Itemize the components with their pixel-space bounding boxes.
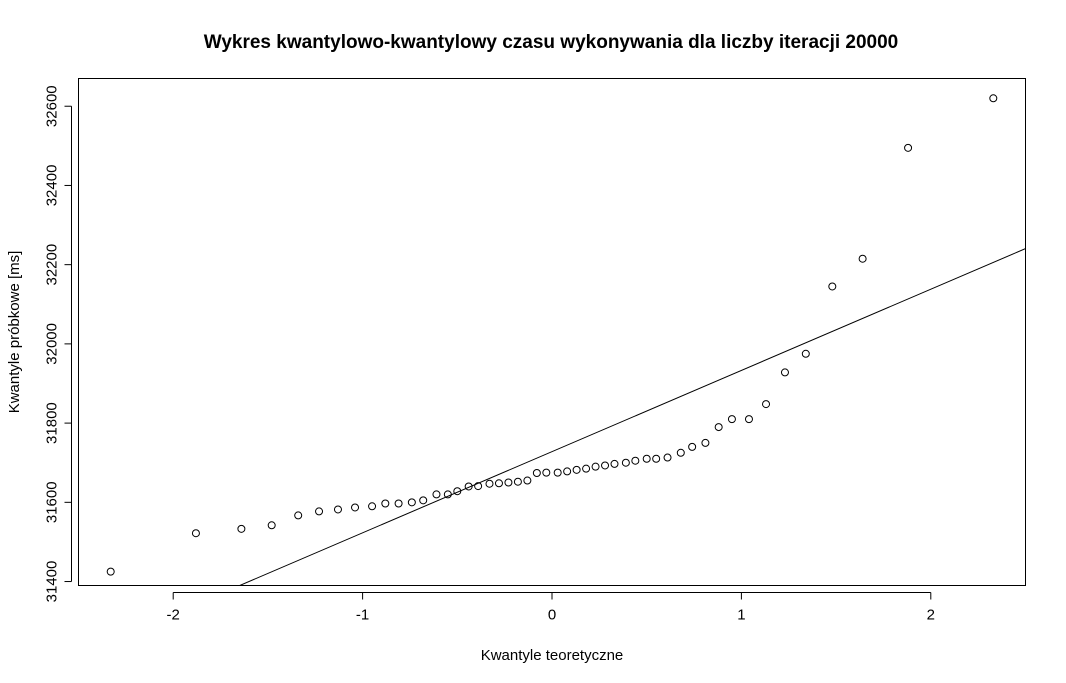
data-point: [801, 349, 810, 358]
data-point: [504, 478, 513, 487]
x-tick-label: 1: [737, 607, 745, 624]
data-point: [333, 505, 342, 514]
data-point: [727, 415, 736, 424]
x-axis: -2 -1 0 1 2: [167, 592, 935, 624]
x-tick-label: -2: [167, 607, 180, 624]
data-point: [591, 462, 600, 471]
data-point: [513, 477, 522, 486]
reference-line-group: [238, 248, 1026, 586]
data-point: [485, 479, 494, 488]
data-point: [474, 482, 483, 491]
data-point: [601, 461, 610, 470]
plot-area-box: [78, 78, 1026, 586]
qq-reference-line: [238, 248, 1026, 586]
data-point: [762, 400, 771, 409]
data-point: [542, 468, 551, 477]
data-point: [453, 487, 462, 496]
data-point: [315, 507, 324, 516]
data-point: [642, 454, 651, 463]
data-point: [701, 438, 710, 447]
y-axis: 31400 31600 31800 32000 32200 32400 32600: [44, 85, 72, 602]
data-point: [582, 464, 591, 473]
data-point: [432, 490, 441, 499]
data-point: [663, 453, 672, 462]
data-point: [652, 454, 661, 463]
data-point: [858, 254, 867, 263]
data-point: [443, 490, 452, 499]
data-point: [494, 479, 503, 488]
data-point: [631, 456, 640, 465]
data-point: [464, 482, 473, 491]
y-tick-label: 31600: [44, 481, 61, 523]
data-point: [610, 459, 619, 468]
data-point: [267, 521, 276, 530]
y-tick-label: 32200: [44, 244, 61, 286]
data-point: [621, 458, 630, 467]
data-point: [191, 529, 200, 538]
data-point: [106, 567, 115, 576]
x-axis-label: Kwantyle teoretyczne: [481, 647, 624, 664]
data-point: [237, 524, 246, 533]
x-tick-label: 0: [548, 607, 556, 624]
y-tick-label: 32400: [44, 165, 61, 207]
data-point: [523, 476, 532, 485]
x-tick-label: 2: [927, 607, 935, 624]
data-point: [563, 467, 572, 476]
data-points: [106, 94, 998, 576]
data-point: [532, 469, 541, 478]
y-axis-label: Kwantyle próbkowe [ms]: [6, 251, 23, 414]
y-tick-label: 31400: [44, 561, 61, 603]
y-tick-label: 31800: [44, 402, 61, 444]
x-tick-label: -1: [356, 607, 369, 624]
data-point: [989, 94, 998, 103]
data-point: [904, 143, 913, 152]
chart-title: Wykres kwantylowo-kwantylowy czasu wykon…: [204, 32, 899, 53]
data-point: [381, 499, 390, 508]
data-point: [394, 499, 403, 508]
y-tick-label: 32000: [44, 323, 61, 365]
data-point: [676, 448, 685, 457]
data-point: [828, 282, 837, 291]
data-point: [744, 415, 753, 424]
data-point: [688, 442, 697, 451]
data-point: [572, 465, 581, 474]
data-point: [780, 368, 789, 377]
data-point: [407, 498, 416, 507]
data-point: [419, 496, 428, 505]
data-point: [294, 511, 303, 520]
data-point: [714, 423, 723, 432]
data-point: [553, 468, 562, 477]
data-point: [351, 503, 360, 512]
data-point: [368, 502, 377, 511]
y-tick-label: 32600: [44, 85, 61, 127]
